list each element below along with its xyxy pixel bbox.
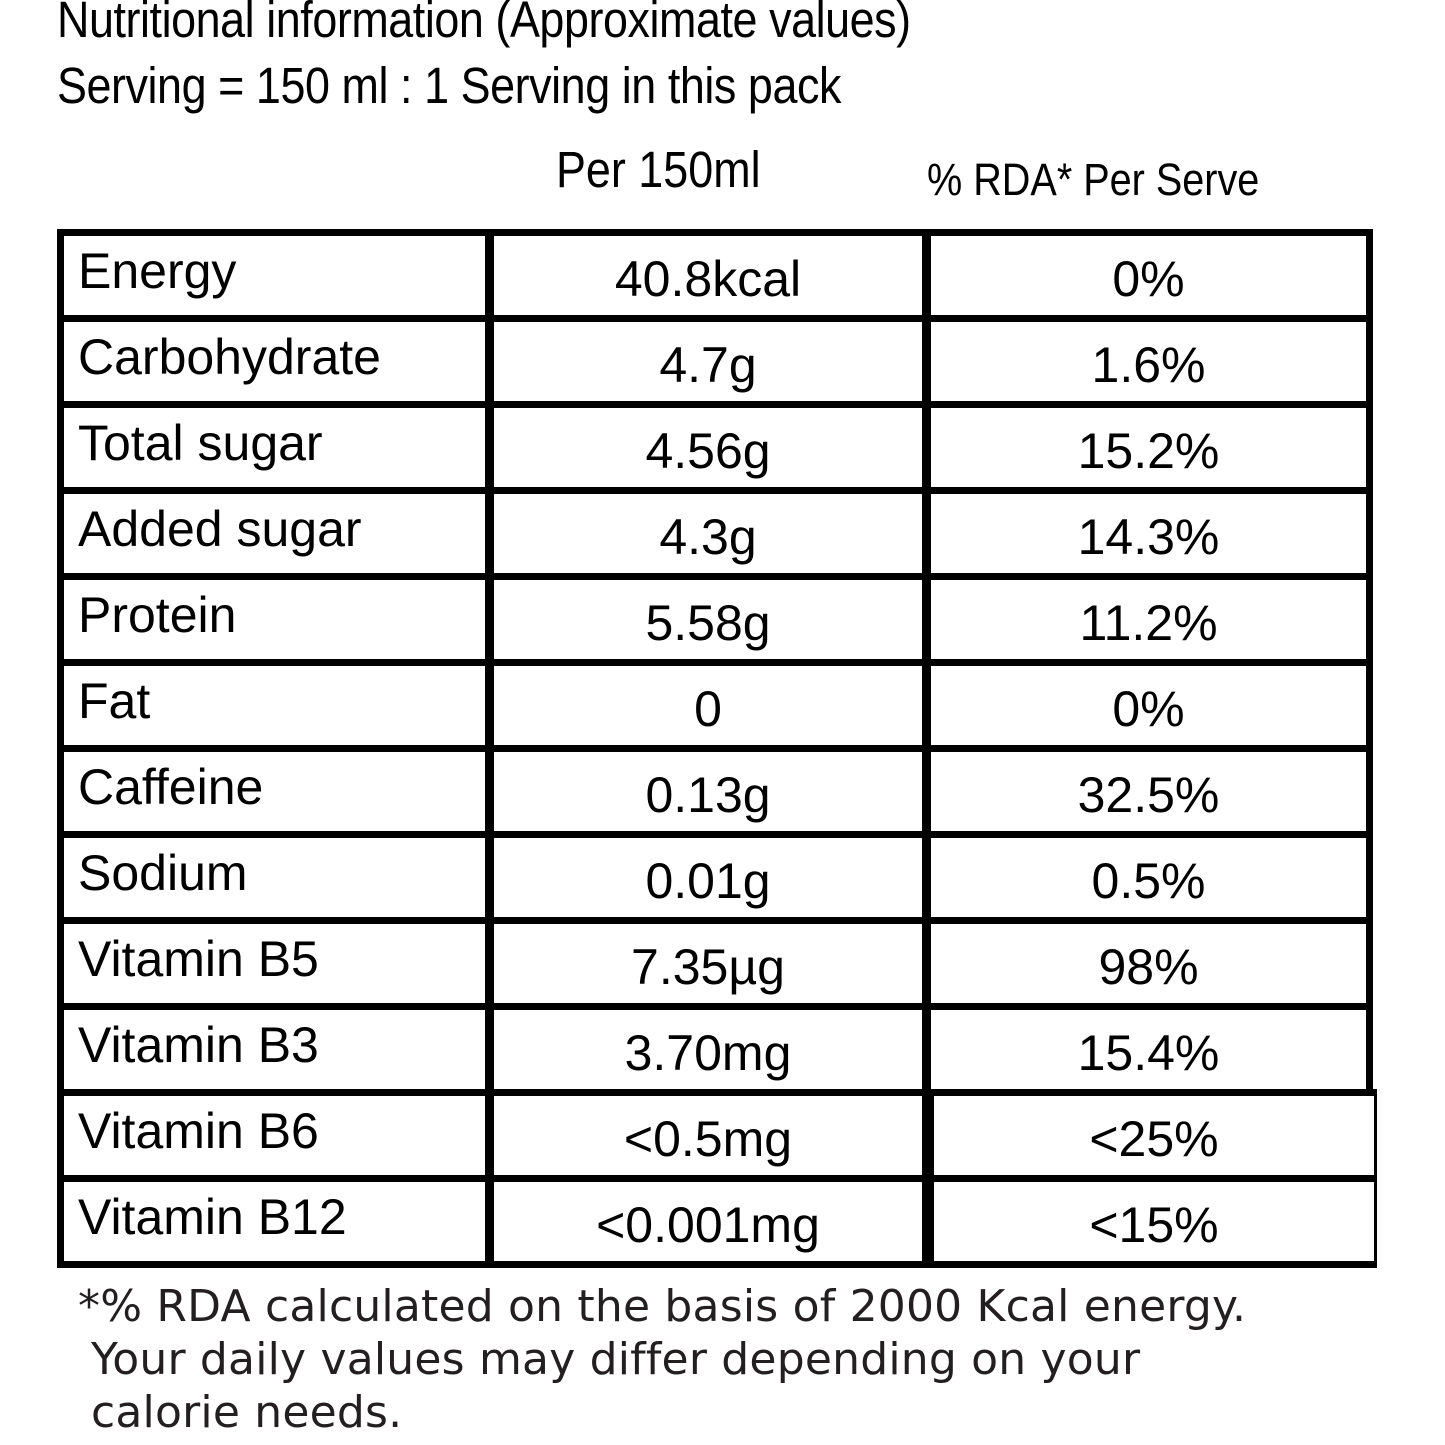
nutrient-rda: 98% bbox=[1098, 938, 1199, 995]
footnote-line: calorie needs. bbox=[91, 1387, 403, 1438]
nutrient-rda: 0.5% bbox=[1091, 852, 1206, 909]
nutrient-amount: 3.70mg bbox=[494, 1010, 931, 1089]
nutrient-amount: 4.7g bbox=[494, 322, 931, 401]
nutrient-amount: 7.35µg bbox=[494, 924, 931, 1003]
table-row-added-sugar: Added sugar 4.3g 14.3% bbox=[57, 487, 1373, 573]
column-header-rda: % RDA* Per Serve bbox=[927, 154, 1260, 205]
nutrient-amount: 4.3g bbox=[494, 494, 931, 573]
nutrient-amount: 0.13g bbox=[494, 752, 931, 831]
nutrient-rda: 14.3% bbox=[1077, 508, 1220, 565]
rda-footnote: *% RDA calculated on the basis of 2000 K… bbox=[78, 1280, 1418, 1439]
table-row-vitamin-b3: Vitamin B3 3.70mg 15.4% bbox=[57, 1003, 1373, 1089]
nutrient-name: Added sugar bbox=[64, 494, 494, 573]
nutrient-amount: 0 bbox=[494, 666, 931, 745]
table-row-carbohydrate: Carbohydrate 4.7g 1.6% bbox=[57, 315, 1373, 401]
nutrient-rda: <25% bbox=[1089, 1110, 1219, 1167]
nutrient-name: Sodium bbox=[64, 838, 494, 917]
nutrition-table: Energy 40.8kcal 0% Carbohydrate 4.7g 1.6… bbox=[57, 229, 1377, 1268]
page-title: Nutritional information (Approximate val… bbox=[57, 0, 911, 48]
nutrient-rda: 15.2% bbox=[1077, 422, 1220, 479]
table-row-sodium: Sodium 0.01g 0.5% bbox=[57, 831, 1373, 917]
nutrient-name: Vitamin B12 bbox=[64, 1182, 494, 1261]
nutrient-name: Carbohydrate bbox=[64, 322, 494, 401]
table-row-vitamin-b5: Vitamin B5 7.35µg 98% bbox=[57, 917, 1373, 1003]
footnote-line: Your daily values may differ depending o… bbox=[91, 1334, 1141, 1385]
nutrient-name: Vitamin B3 bbox=[64, 1010, 494, 1089]
table-row-protein: Protein 5.58g 11.2% bbox=[57, 573, 1373, 659]
nutrient-rda: 0% bbox=[1112, 250, 1185, 307]
nutrient-name: Protein bbox=[64, 580, 494, 659]
nutrient-amount: 40.8kcal bbox=[494, 236, 931, 315]
nutrient-amount: 5.58g bbox=[494, 580, 931, 659]
nutrient-name: Vitamin B5 bbox=[64, 924, 494, 1003]
nutrient-name: Caffeine bbox=[64, 752, 494, 831]
nutrient-name: Total sugar bbox=[64, 408, 494, 487]
nutrient-rda: 11.2% bbox=[1079, 594, 1218, 651]
table-row-fat: Fat 0 0% bbox=[57, 659, 1373, 745]
nutrient-name: Vitamin B6 bbox=[64, 1096, 494, 1175]
table-row-caffeine: Caffeine 0.13g 32.5% bbox=[57, 745, 1373, 831]
nutrient-name: Energy bbox=[64, 236, 494, 315]
table-row-vitamin-b6: Vitamin B6 <0.5mg <25% bbox=[57, 1089, 1377, 1175]
nutrient-name: Fat bbox=[64, 666, 494, 745]
nutrient-rda: 1.6% bbox=[1091, 336, 1206, 393]
nutrient-rda: 32.5% bbox=[1077, 766, 1220, 823]
table-row-vitamin-b12: Vitamin B12 <0.001mg <15% bbox=[57, 1175, 1377, 1268]
nutrient-rda: 15.4% bbox=[1077, 1024, 1220, 1081]
column-header-per-serving: Per 150ml bbox=[556, 141, 761, 198]
serving-info: Serving = 150 ml : 1 Serving in this pac… bbox=[57, 57, 841, 114]
nutrient-amount: 0.01g bbox=[494, 838, 931, 917]
footnote-line: *% RDA calculated on the basis of 2000 K… bbox=[78, 1281, 1247, 1332]
nutrient-amount: <0.001mg bbox=[494, 1182, 934, 1261]
table-row-total-sugar: Total sugar 4.56g 15.2% bbox=[57, 401, 1373, 487]
table-row-energy: Energy 40.8kcal 0% bbox=[57, 229, 1373, 315]
nutrient-rda: <15% bbox=[1089, 1196, 1219, 1253]
nutrient-amount: 4.56g bbox=[494, 408, 931, 487]
nutrient-amount: <0.5mg bbox=[494, 1096, 934, 1175]
nutrient-rda: 0% bbox=[1112, 680, 1185, 737]
